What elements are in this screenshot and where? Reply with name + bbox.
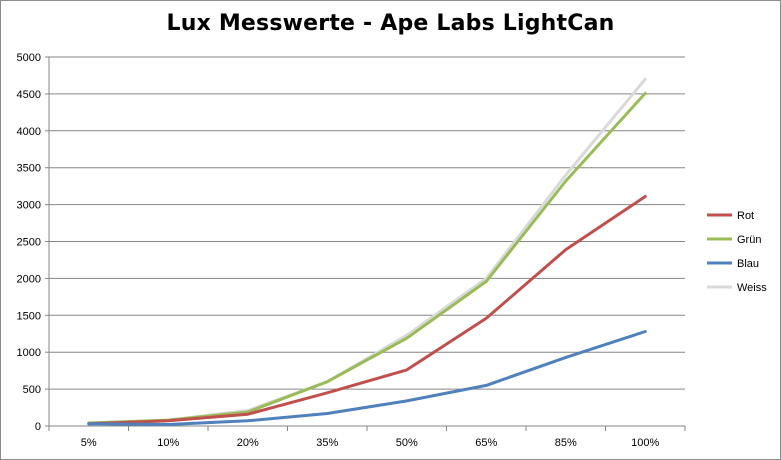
y-tick-label: 4500 [17, 89, 41, 101]
y-tick-label: 5000 [17, 52, 41, 64]
y-tick-label: 1000 [17, 347, 41, 359]
x-tick-label: 50% [396, 437, 418, 449]
x-tick-label: 35% [316, 437, 338, 449]
legend-label: Blau [737, 258, 759, 270]
series-line-rot [87, 195, 647, 426]
y-tick-label: 1500 [17, 310, 41, 322]
legend-label: Rot [737, 210, 754, 222]
x-tick-label: 85% [555, 437, 577, 449]
x-tick-label: 5% [81, 437, 97, 449]
x-tick-label: 10% [157, 437, 179, 449]
series-line-blau [87, 330, 647, 426]
y-tick-label: 4000 [17, 126, 41, 138]
y-tick-label: 3000 [17, 200, 41, 212]
series-line-grün [87, 91, 647, 425]
x-tick-label: 65% [475, 437, 497, 449]
legend-label: Weiss [737, 282, 767, 294]
y-tick-label: 2000 [17, 273, 41, 285]
legend-label: Grün [737, 234, 761, 246]
y-tick-label: 2500 [17, 237, 41, 249]
y-tick-label: 500 [23, 384, 41, 396]
chart-title: Lux Messwerte - Ape Labs LightCan [166, 11, 615, 36]
y-tick-label: 0 [35, 421, 41, 433]
y-tick-label: 3500 [17, 163, 41, 175]
x-tick-label: 20% [237, 437, 259, 449]
x-tick-label: 100% [631, 437, 659, 449]
